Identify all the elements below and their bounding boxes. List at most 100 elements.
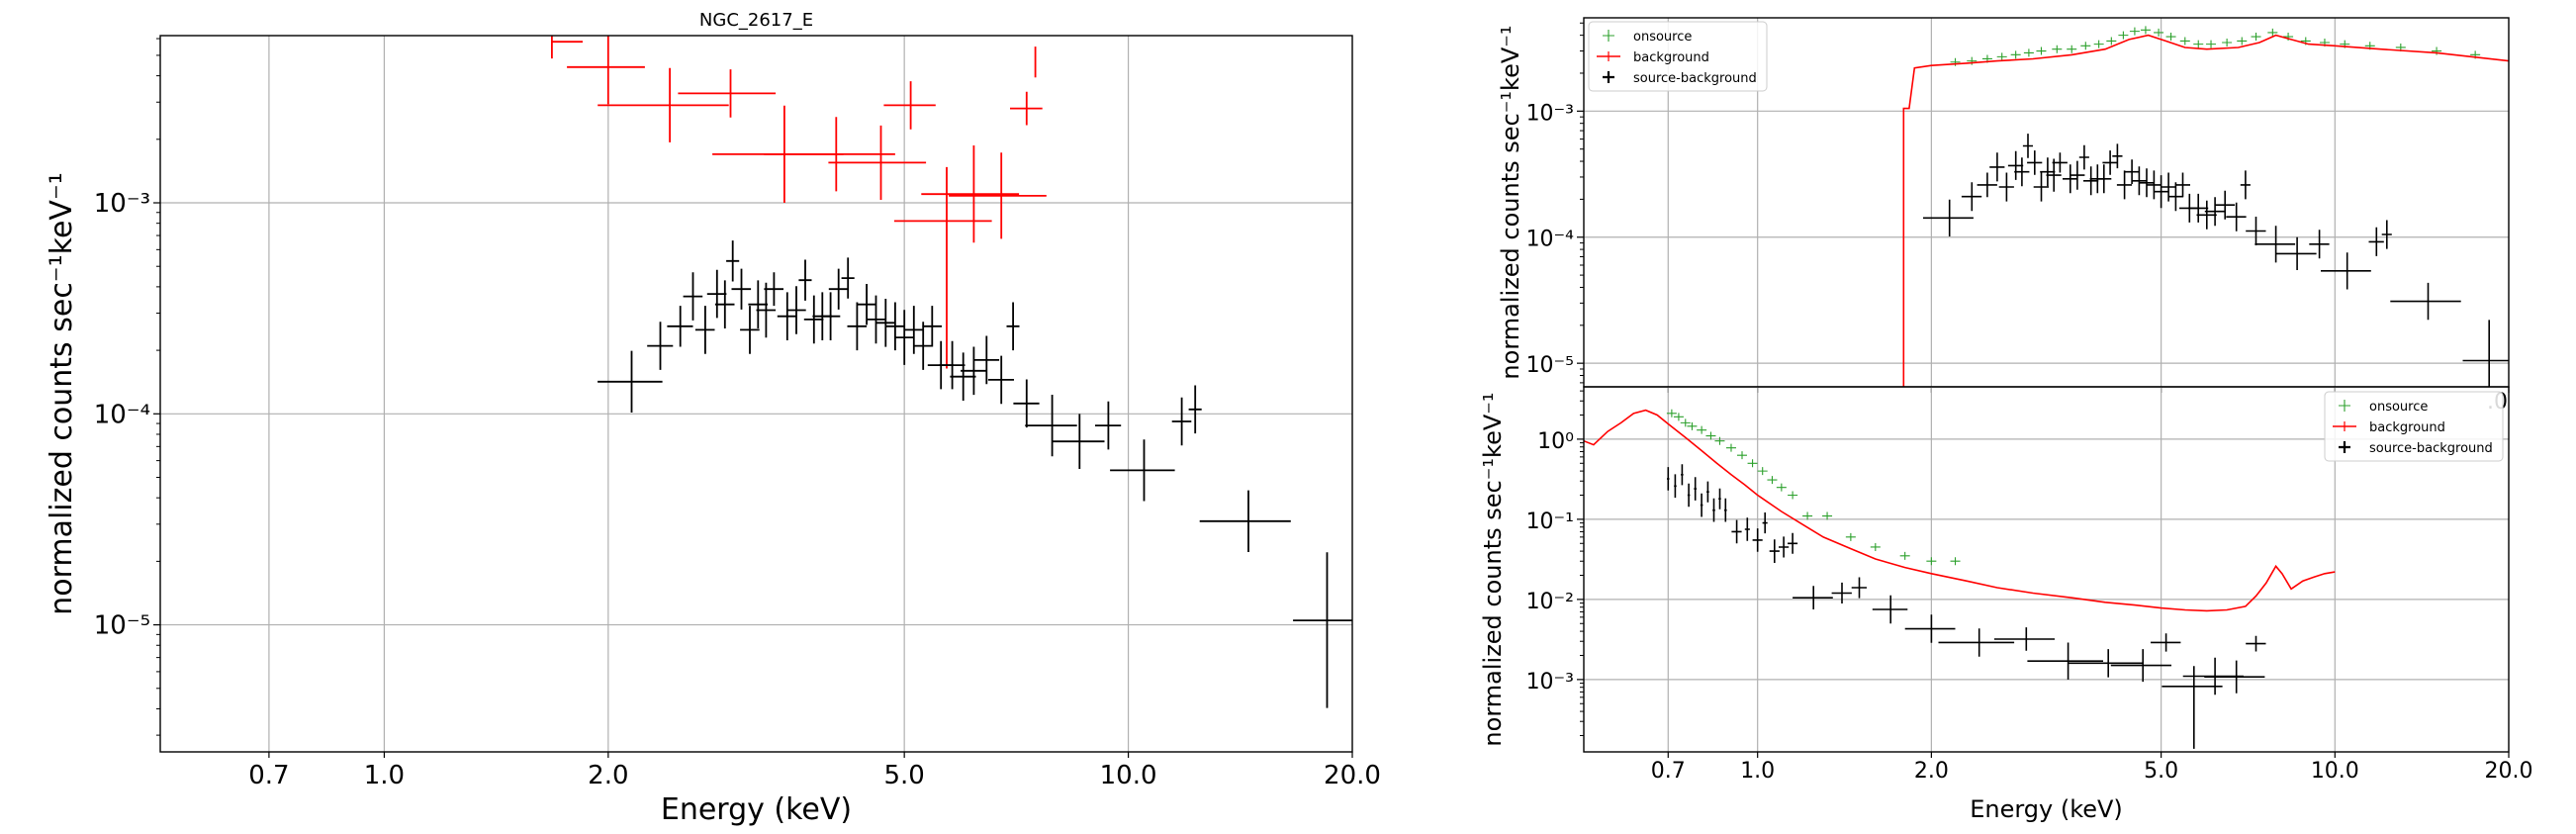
- data-point: [2052, 45, 2063, 53]
- y-axis-label: normalized counts sec⁻¹keV⁻¹: [1497, 25, 1524, 379]
- data-point: [1687, 483, 1691, 508]
- legend-label: onsource: [2369, 400, 2428, 415]
- data-point: [1293, 552, 1352, 708]
- data-point: [894, 310, 914, 365]
- data-point: [1989, 152, 2005, 182]
- data-point: [2237, 37, 2248, 46]
- data-point: [667, 306, 693, 347]
- data-point: [2093, 40, 2104, 48]
- legend-label: background: [1633, 50, 1709, 65]
- data-point: [2193, 40, 2204, 48]
- data-point: [1926, 557, 1937, 566]
- data-point: [2368, 227, 2384, 256]
- data-point: [1977, 172, 1997, 198]
- data-point: [866, 295, 886, 344]
- data-point: [1025, 395, 1077, 457]
- data-point: [798, 259, 812, 301]
- data-point: [1666, 409, 1677, 417]
- data-point: [1053, 414, 1105, 469]
- data-point: [2381, 220, 2392, 249]
- data-point: [2110, 649, 2171, 683]
- data-point: [2014, 157, 2030, 187]
- data-point: [1938, 628, 2015, 657]
- data-point: [678, 69, 777, 118]
- data-point: [2139, 168, 2155, 198]
- data-point: [2140, 26, 2151, 35]
- data-point: [764, 272, 783, 307]
- data-point: [2118, 31, 2129, 40]
- data-point: [1996, 52, 2007, 61]
- data-point: [1851, 577, 1867, 599]
- data-point: [803, 295, 824, 344]
- data-point: [828, 268, 849, 310]
- x-tick-label: 0.7: [1651, 759, 1686, 784]
- data-point: [1706, 481, 1709, 503]
- plot-area: [1584, 409, 2336, 749]
- x-axis-label: Energy (keV): [1970, 795, 2123, 823]
- data-point: [2052, 152, 2068, 173]
- data-point: [1110, 439, 1175, 502]
- data-point: [551, 36, 583, 59]
- y-tick-label: 10⁻⁵: [94, 611, 150, 641]
- x-tick-label: 1.0: [364, 761, 405, 790]
- series-line-background: [1902, 34, 2509, 387]
- data-point: [1725, 443, 1736, 452]
- data-point: [2116, 170, 2133, 200]
- legend-plus-marker: [2339, 441, 2350, 453]
- data-point: [2206, 40, 2217, 48]
- data-point: [1714, 436, 1725, 445]
- data-point: [2151, 633, 2181, 652]
- data-point: [922, 306, 942, 347]
- data-point: [950, 352, 976, 401]
- x-tick-label: 20.0: [1324, 761, 1381, 790]
- chart-panel-3: 0.7 1.0 2.0 5.0 10.0 20.0 10⁰ 10⁻¹ 10⁻² 10⁻³ Energ…: [1479, 386, 2532, 823]
- data-point: [2251, 33, 2261, 42]
- data-point: [2146, 170, 2162, 200]
- data-point: [1010, 91, 1043, 126]
- data-point: [828, 125, 927, 200]
- data-point: [1712, 498, 1715, 522]
- data-point: [2027, 150, 2043, 175]
- data-point: [2204, 197, 2226, 227]
- data-point: [939, 340, 966, 390]
- legend-label: onsource: [1633, 30, 1692, 45]
- chart-title: NGC_2617_E: [699, 10, 813, 31]
- data-point: [949, 152, 1047, 239]
- x-tick-label: 1.0: [1740, 759, 1775, 784]
- data-point: [1737, 451, 1748, 460]
- data-point: [2154, 28, 2164, 37]
- data-point: [1870, 542, 1881, 551]
- data-point: [2080, 42, 2091, 50]
- data-point: [2204, 660, 2265, 694]
- data-point: [598, 350, 663, 413]
- data-point: [857, 284, 876, 325]
- data-point: [2129, 27, 2140, 36]
- data-point: [2083, 166, 2099, 196]
- y-tick-label: 10⁻²: [1526, 590, 1574, 614]
- data-point: [1769, 539, 1780, 563]
- data-point: [913, 322, 933, 370]
- data-point: [2046, 158, 2062, 192]
- data-point: [2078, 144, 2089, 170]
- data-point: [1006, 302, 1020, 351]
- data-point: [2246, 217, 2266, 245]
- data-point: [1961, 182, 1982, 212]
- x-tick-label: 2.0: [588, 761, 628, 790]
- data-point: [2027, 642, 2103, 680]
- data-point: [2124, 159, 2140, 184]
- data-point: [2067, 45, 2077, 53]
- data-point: [1767, 476, 1778, 485]
- data-point: [1788, 532, 1798, 554]
- data-point: [1923, 199, 1974, 236]
- legend-box: [1588, 21, 1768, 92]
- data-point: [567, 36, 645, 105]
- data-point: [2010, 50, 2021, 59]
- data-point: [2179, 37, 2190, 46]
- x-tick-label: 10.0: [2311, 759, 2359, 784]
- data-point: [598, 67, 729, 142]
- data-point: [731, 268, 752, 310]
- data-point: [1681, 464, 1684, 486]
- data-point: [1822, 511, 1833, 520]
- plot-frame: [159, 35, 1353, 753]
